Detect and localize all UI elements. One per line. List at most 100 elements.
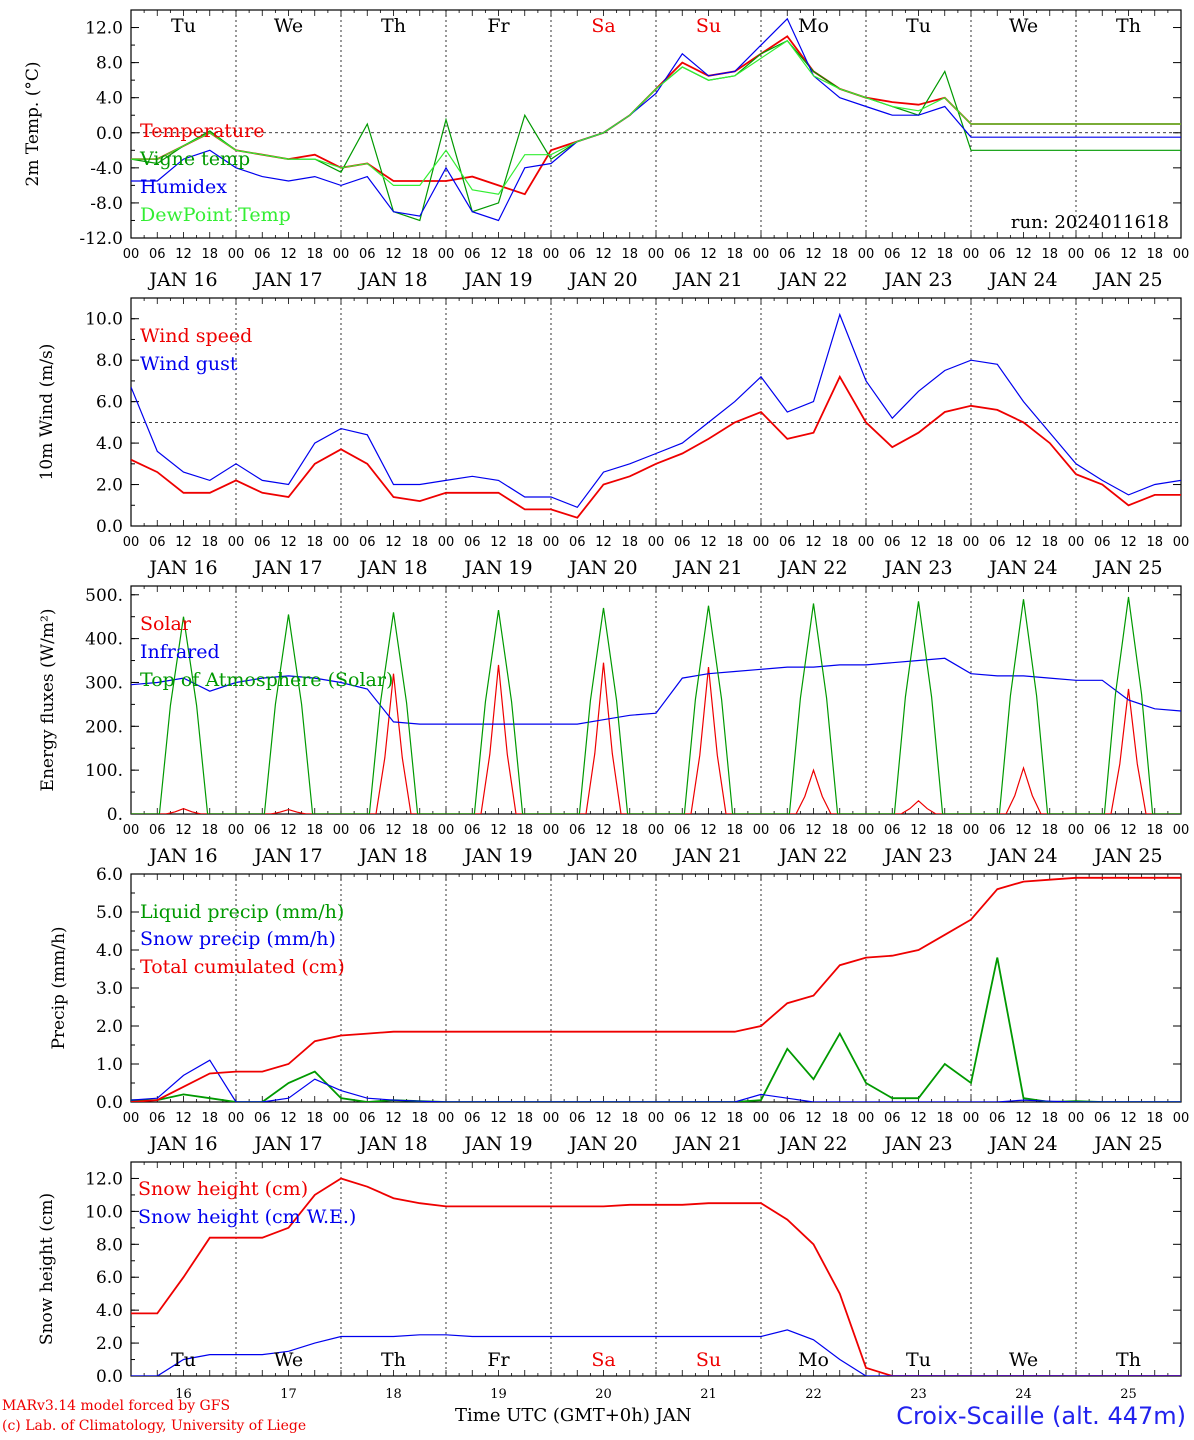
- hour-tick-label: 12: [910, 247, 927, 262]
- hour-tick-label: 12: [910, 1111, 927, 1126]
- hour-tick-label: 06: [359, 247, 376, 262]
- hour-tick-label: 12: [490, 1111, 507, 1126]
- hour-tick-label: 00: [648, 247, 665, 262]
- date-label: JAN 22: [777, 557, 847, 579]
- date-label: JAN 23: [882, 557, 952, 579]
- hour-tick-label: 00: [543, 535, 560, 550]
- hour-tick-label: 12: [1120, 535, 1137, 550]
- hour-tick-label: 12: [490, 535, 507, 550]
- hour-tick-label: 18: [831, 1111, 848, 1126]
- hour-tick-label: 06: [254, 247, 271, 262]
- hour-tick-label: 18: [1146, 247, 1163, 262]
- hour-tick-label: 18: [516, 247, 533, 262]
- y-tick-label: -12.0: [79, 229, 123, 249]
- hour-tick-label: 06: [254, 535, 271, 550]
- hour-tick-label: 18: [936, 247, 953, 262]
- y-tick-label: 4.0: [96, 941, 123, 961]
- hour-tick-label: 06: [359, 823, 376, 838]
- weekday-label: Tu: [171, 1349, 196, 1371]
- weekday-label: Sa: [591, 15, 615, 37]
- hour-tick-label: 00: [438, 535, 455, 550]
- legend-entry: Snow height (cm W.E.): [138, 1206, 356, 1228]
- hour-tick-label: 06: [1094, 1111, 1111, 1126]
- hour-tick-label: 06: [989, 247, 1006, 262]
- y-tick-label: 10.0: [85, 310, 123, 330]
- hour-tick-label: 06: [884, 1111, 901, 1126]
- hour-tick-label: 18: [936, 1111, 953, 1126]
- legend-entry: Temperature: [140, 120, 264, 142]
- legend-entry: Liquid precip (mm/h): [140, 901, 344, 923]
- hour-tick-label: 12: [385, 535, 402, 550]
- hour-tick-label: 18: [621, 535, 638, 550]
- date-label: JAN 22: [777, 269, 847, 291]
- hour-tick-label: 06: [149, 535, 166, 550]
- y-tick-label: 12.0: [85, 19, 123, 39]
- hour-tick-label: 00: [333, 1111, 350, 1126]
- legend-entry: Snow height (cm): [138, 1178, 308, 1200]
- y-tick-label: 300.: [85, 673, 123, 693]
- weekday-label: Su: [696, 15, 721, 37]
- hour-tick-label: 18: [621, 247, 638, 262]
- hour-tick-label: 12: [805, 247, 822, 262]
- hour-tick-label: 00: [1068, 535, 1085, 550]
- hour-tick-label: 12: [1120, 823, 1137, 838]
- date-label: JAN 24: [987, 557, 1057, 579]
- hour-tick-label: 00: [753, 1111, 770, 1126]
- day-number-label: 23: [910, 1387, 927, 1402]
- hour-tick-label: 12: [805, 823, 822, 838]
- date-label: JAN 16: [147, 1133, 217, 1155]
- day-number-label: 17: [280, 1387, 297, 1402]
- weekday-label: We: [1009, 15, 1038, 37]
- hour-tick-label: 00: [648, 1111, 665, 1126]
- weekday-label: We: [274, 1349, 303, 1371]
- day-number-label: 21: [700, 1387, 717, 1402]
- hour-tick-label: 06: [989, 1111, 1006, 1126]
- date-label: JAN 22: [777, 845, 847, 867]
- hour-tick-label: 00: [963, 535, 980, 550]
- hour-tick-label: 00: [1068, 1111, 1085, 1126]
- hour-tick-label: 00: [648, 535, 665, 550]
- hour-tick-label: 12: [490, 823, 507, 838]
- y-tick-label: 0.0: [96, 124, 123, 144]
- hour-tick-label: 00: [1068, 823, 1085, 838]
- panel-frame: [130, 585, 1182, 815]
- series-line: [131, 1059, 1181, 1102]
- y-tick-label: 10.0: [85, 1202, 123, 1222]
- y-tick-label: 8.0: [96, 351, 123, 371]
- hour-tick-label: 06: [989, 535, 1006, 550]
- hour-tick-label: 06: [674, 535, 691, 550]
- day-number-label: 20: [595, 1387, 612, 1402]
- hour-tick-label: 06: [1094, 247, 1111, 262]
- date-label: JAN 19: [462, 1133, 532, 1155]
- date-label: JAN 16: [147, 269, 217, 291]
- day-number-label: 19: [490, 1387, 507, 1402]
- hour-tick-label: 12: [385, 823, 402, 838]
- series-line: [131, 596, 1181, 814]
- weekday-label: Mo: [798, 1349, 829, 1371]
- series-line: [131, 374, 1181, 519]
- hour-tick-label: 06: [569, 823, 586, 838]
- panel-3: 500. 400. 300. 200. 100. 0. Energy fluxes (W/m…: [38, 585, 1189, 867]
- hour-tick-label: 00: [858, 247, 875, 262]
- hour-tick-label: 00: [438, 1111, 455, 1126]
- hour-tick-label: 18: [411, 823, 428, 838]
- hour-tick-label: 00: [123, 823, 140, 838]
- lab-credit: (c) Lab. of Climatology, University of L…: [2, 1418, 307, 1434]
- hour-tick-label: 18: [936, 823, 953, 838]
- hour-tick-label: 12: [700, 535, 717, 550]
- hour-tick-label: 18: [306, 823, 323, 838]
- weekday-label: Th: [381, 1349, 406, 1371]
- hour-tick-label: 18: [621, 823, 638, 838]
- day-number-label: 18: [385, 1387, 402, 1402]
- hour-tick-label: 06: [149, 1111, 166, 1126]
- legend-entry: Infrared: [140, 641, 220, 663]
- series-line: [131, 657, 1181, 725]
- hour-tick-label: 00: [963, 823, 980, 838]
- weekday-label: We: [1009, 1349, 1038, 1371]
- hour-tick-label: 00: [228, 535, 245, 550]
- hour-tick-label: 00: [858, 1111, 875, 1126]
- legend-entry: Humidex: [140, 176, 227, 198]
- hour-tick-label: 18: [831, 247, 848, 262]
- hour-tick-label: 12: [175, 823, 192, 838]
- date-label: JAN 18: [357, 557, 427, 579]
